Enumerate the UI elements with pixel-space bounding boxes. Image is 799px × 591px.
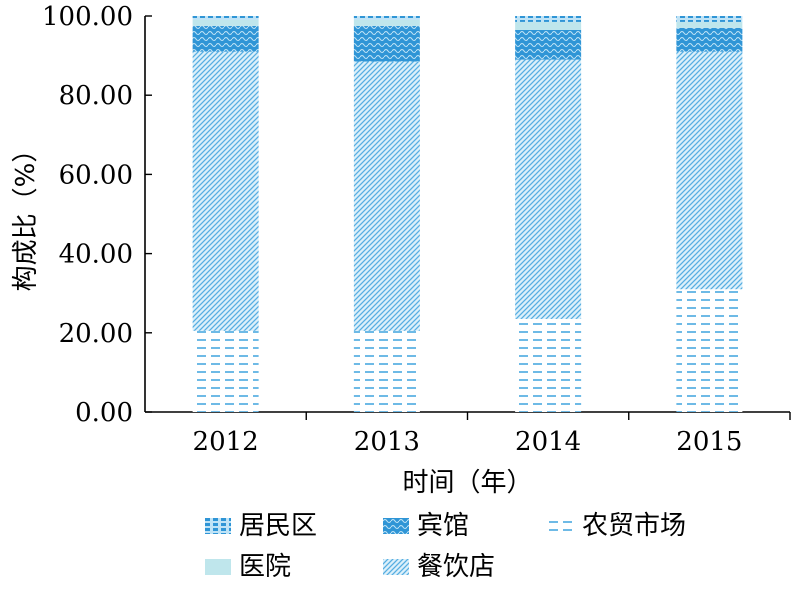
bar-segment xyxy=(676,16,743,22)
bar-segment xyxy=(353,25,420,62)
bar-segment xyxy=(353,61,420,331)
y-tick-label: 60.00 xyxy=(59,160,133,190)
y-tick-label: 0.00 xyxy=(75,398,133,428)
bar-segment xyxy=(676,21,743,28)
bar-segment xyxy=(192,330,259,412)
plot-area: 0.00 20.00 40.00 60.00 80.00 100.00 2012 2013 20… xyxy=(11,2,791,498)
y-tick-label: 100.00 xyxy=(42,2,133,32)
bar-segment xyxy=(676,27,743,52)
bar-segment xyxy=(192,25,259,52)
x-tick-label: 2012 xyxy=(193,427,259,457)
y-tick-label: 40.00 xyxy=(59,240,133,270)
bar-segment xyxy=(676,289,743,412)
x-tick-label: 2015 xyxy=(676,427,742,457)
bar-segment xyxy=(515,59,582,319)
y-tick-label: 80.00 xyxy=(59,81,133,111)
x-tick-label: 2013 xyxy=(354,427,420,457)
x-axis-title: 时间（年） xyxy=(402,468,532,498)
y-tick-label: 20.00 xyxy=(59,319,133,349)
y-axis-title: 构成比（%） xyxy=(11,137,41,292)
bar-segment xyxy=(353,16,420,20)
bar-segment xyxy=(515,318,582,412)
bar-segment xyxy=(353,330,420,412)
bar-segment xyxy=(353,19,420,26)
bar-segment xyxy=(192,19,259,26)
bar-segment xyxy=(515,29,582,60)
bar-segment xyxy=(515,16,582,22)
bar-segment xyxy=(515,21,582,30)
x-tick-label: 2014 xyxy=(515,427,581,457)
bar-segment xyxy=(192,16,259,20)
bar-segment xyxy=(192,51,259,331)
bar-segment xyxy=(676,51,743,290)
